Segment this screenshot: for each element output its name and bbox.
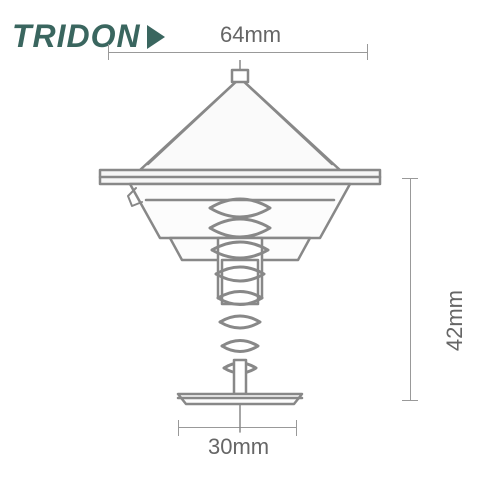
dim-tick [108,44,109,60]
thermostat-diagram: 64mm 42mm 30mm [60,30,440,470]
dim-line-right [410,178,411,400]
dim-tick [367,44,368,60]
dimension-height-right: 42mm [442,290,468,351]
dimension-width-top: 64mm [220,22,281,48]
dim-line-top [108,52,367,53]
thermostat-svg [70,60,410,440]
